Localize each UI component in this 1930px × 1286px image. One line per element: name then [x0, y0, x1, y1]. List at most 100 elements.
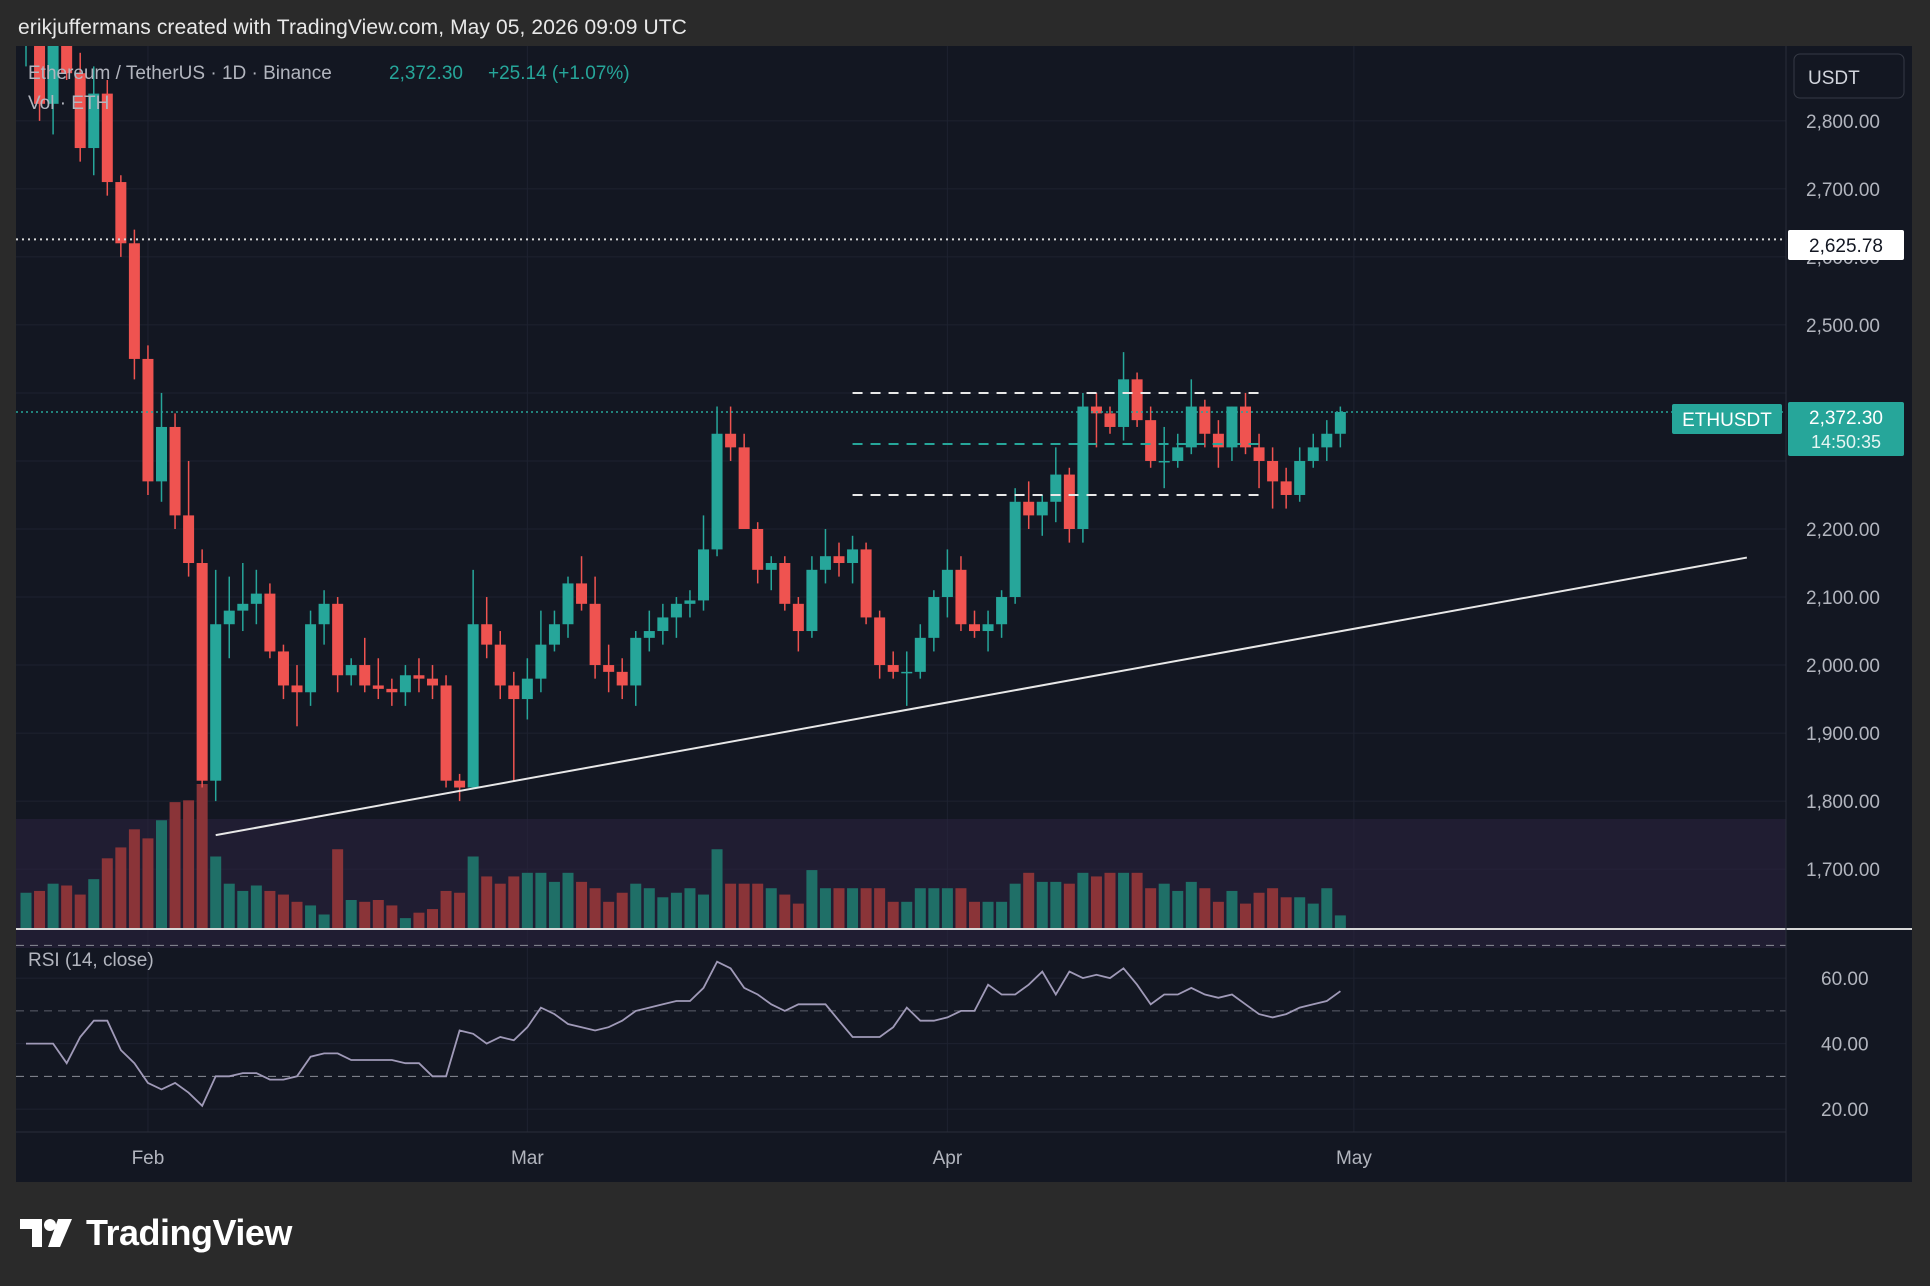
- candle-body: [1226, 406, 1238, 448]
- candle: [725, 406, 737, 461]
- candle-body: [413, 675, 425, 679]
- volume-bar: [454, 892, 466, 929]
- candle: [196, 549, 208, 788]
- price-chart[interactable]: 2,800.002,700.002,600.002,500.002,200.00…: [16, 0, 1912, 1182]
- candle-body: [711, 433, 723, 550]
- candle-body: [359, 665, 371, 686]
- price-axis[interactable]: 2,800.002,700.002,600.002,500.002,200.00…: [1806, 112, 1880, 881]
- candle: [833, 542, 845, 577]
- candle-body: [1023, 501, 1035, 516]
- last-price-label: 2,372.30: [1809, 408, 1883, 429]
- chart-frame[interactable]: 2,800.002,700.002,600.002,500.002,200.00…: [16, 0, 1912, 1182]
- candle-body: [74, 73, 86, 149]
- candle-body: [1321, 433, 1333, 448]
- candle-body: [969, 624, 980, 632]
- candle: [481, 597, 493, 659]
- currency-button[interactable]: USDT: [1793, 53, 1905, 99]
- candle-body: [115, 182, 127, 244]
- candle: [589, 576, 601, 679]
- volume-bar: [1307, 903, 1319, 929]
- legend-symbol[interactable]: Ethereum / TetherUS · 1D · Binance: [28, 63, 332, 84]
- candle-body: [34, 11, 46, 104]
- candle-body: [237, 603, 249, 611]
- candle-body: [88, 93, 100, 149]
- volume-bar: [359, 901, 371, 929]
- candle: [291, 665, 303, 727]
- candle: [359, 637, 371, 693]
- trendline[interactable]: [215, 556, 1748, 837]
- candle-body: [305, 624, 317, 693]
- candle: [156, 392, 167, 502]
- candle: [210, 569, 222, 802]
- volume-bar: [1334, 915, 1346, 929]
- candle-body: [725, 433, 737, 448]
- tradingview-logo[interactable]: TradingView: [20, 1212, 292, 1254]
- volume-bar: [1172, 890, 1184, 929]
- candle: [670, 597, 682, 638]
- volume-bar: [725, 883, 737, 929]
- volume-bar: [250, 885, 262, 929]
- candle-body: [982, 624, 994, 632]
- candle: [1294, 447, 1306, 502]
- candle-body: [1280, 481, 1292, 495]
- time-tick-label: Apr: [933, 1148, 963, 1169]
- candle-body: [630, 637, 642, 686]
- volume-bar: [1036, 881, 1048, 929]
- candle-body: [47, 46, 59, 104]
- volume-bar: [643, 888, 655, 929]
- volume-bar: [1240, 903, 1251, 929]
- candle: [901, 651, 913, 706]
- volume-bar: [372, 900, 384, 929]
- volume-bar: [955, 888, 967, 929]
- candle-body: [1294, 460, 1306, 495]
- candle: [101, 80, 113, 196]
- candle-body: [684, 600, 696, 604]
- legend-change: +25.14 (+1.07%): [488, 63, 630, 84]
- candle-body: [1185, 406, 1197, 448]
- candle: [413, 658, 425, 693]
- candle-body: [508, 685, 520, 700]
- time-axis[interactable]: Feb Mar Apr May: [132, 1148, 1373, 1169]
- candle: [427, 665, 438, 700]
- candle: [1199, 399, 1211, 448]
- price-tick-label: 1,900.00: [1806, 724, 1880, 745]
- volume-bar: [589, 888, 601, 929]
- volume-bar: [413, 912, 425, 929]
- volume-bar: [1104, 872, 1116, 929]
- rsi-line: [26, 960, 1341, 1108]
- volume-bar: [765, 888, 777, 929]
- candle: [806, 556, 818, 638]
- volume-bars: [20, 784, 1346, 929]
- volume-bar: [61, 885, 73, 929]
- candle: [1280, 467, 1292, 509]
- candle-body: [887, 665, 899, 672]
- volume-bar: [47, 883, 59, 929]
- candle: [1240, 392, 1251, 455]
- legend-volume[interactable]: Vol · ETH: [28, 93, 109, 114]
- volume-bar: [603, 901, 615, 929]
- rsi-axis[interactable]: 60.00 40.00 20.00: [1821, 969, 1869, 1121]
- price-tick-label: 2,100.00: [1806, 588, 1880, 609]
- volume-bar: [467, 856, 479, 929]
- volume-bar: [670, 892, 682, 929]
- volume-bar: [698, 894, 709, 929]
- candle-body: [521, 678, 533, 700]
- rsi-tick-label: 60.00: [1821, 969, 1869, 990]
- candle: [1023, 481, 1035, 529]
- candle: [1226, 406, 1238, 461]
- candle: [454, 773, 466, 802]
- candle: [562, 576, 574, 638]
- volume-bar: [1321, 888, 1333, 929]
- candle: [1050, 447, 1062, 523]
- candle-body: [670, 603, 682, 618]
- candle-body: [128, 243, 140, 359]
- chart-header: erikjuffermans created with TradingView.…: [18, 16, 687, 39]
- volume-bar: [548, 881, 560, 929]
- candle: [1036, 494, 1048, 536]
- volume-bar: [1253, 892, 1265, 929]
- volume-bar: [887, 901, 899, 929]
- candle: [521, 658, 533, 720]
- candle-body: [1267, 460, 1279, 482]
- price-tick-label: 1,700.00: [1806, 860, 1880, 881]
- legend-rsi[interactable]: RSI (14, close): [28, 950, 154, 971]
